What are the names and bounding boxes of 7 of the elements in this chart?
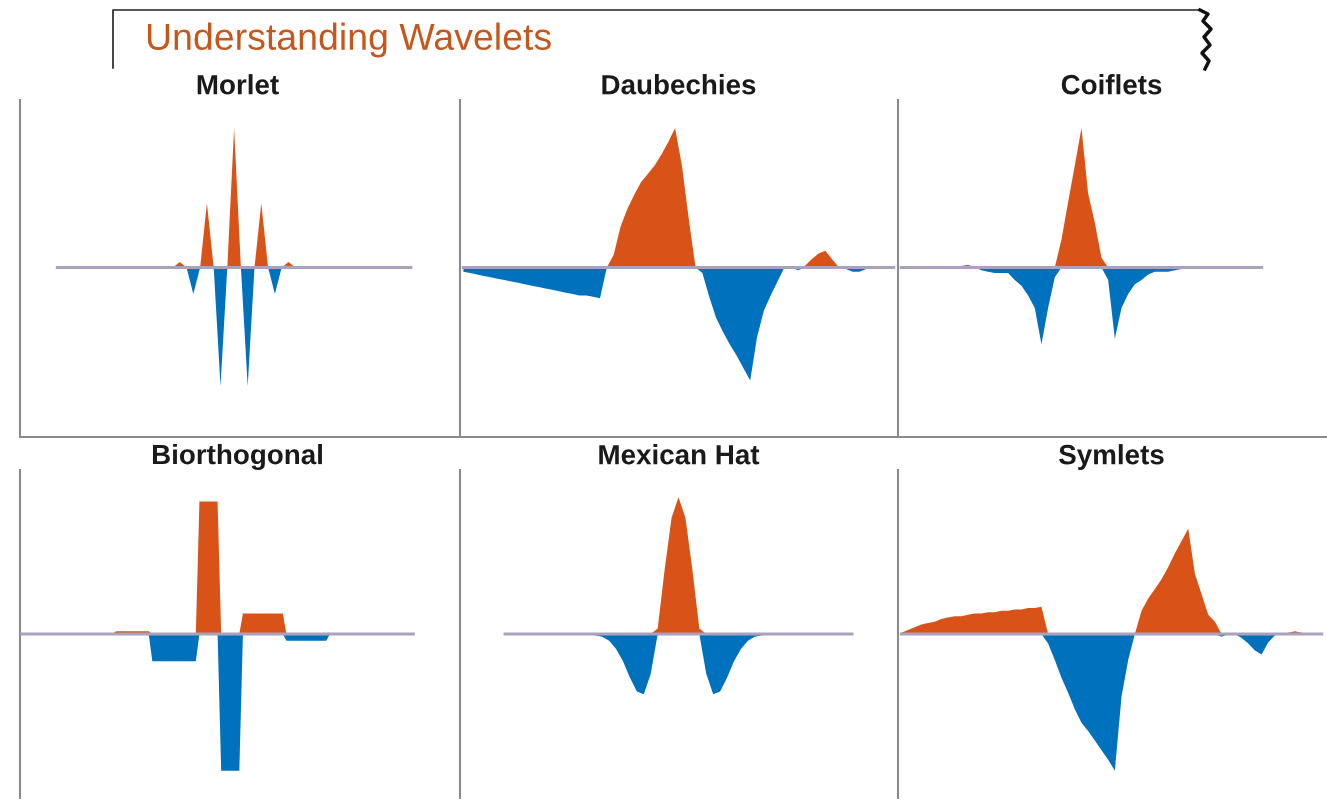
chart-title: Biorthogonal bbox=[152, 443, 322, 470]
chart-title: Coiflets bbox=[1061, 74, 1162, 95]
chart-title: Mexican Hat bbox=[599, 444, 760, 465]
chart-title: Morlet bbox=[197, 74, 279, 95]
text: Understanding Wavelets bbox=[147, 22, 551, 58]
chart-title: Symlets bbox=[1059, 444, 1164, 470]
chart-title: Daubechies bbox=[602, 74, 756, 95]
